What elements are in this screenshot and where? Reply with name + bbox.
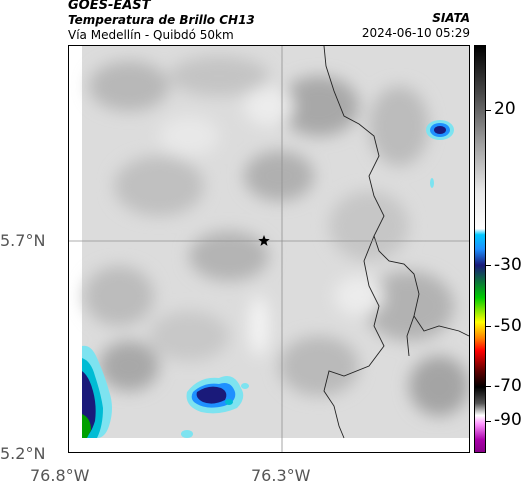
title-block: GOES-EAST Temperatura de Brillo CH13 Vía…: [68, 0, 255, 43]
satellite-map[interactable]: [68, 45, 470, 453]
colorbar-tick: [486, 265, 491, 266]
colorbar-label-minus70: -70: [494, 376, 522, 396]
colorbar-tick: [486, 386, 491, 387]
colorbar-label-20: 20: [494, 99, 516, 119]
colorbar-label-minus50: -50: [494, 316, 522, 336]
satellite-name: GOES-EAST: [68, 0, 151, 13]
timestamp: 2024-06-10 05:29: [361, 26, 470, 40]
latitude-label-5-2: 5.2°N: [0, 444, 46, 463]
department-border: [323, 46, 469, 439]
location-subtitle: Vía Medellín - Quibdó 50km: [68, 28, 234, 42]
colorbar-tick: [486, 110, 491, 111]
colorbar-label-minus90: -90: [494, 410, 522, 430]
product-title: Temperatura de Brillo CH13: [68, 13, 255, 27]
colorbar-tick: [486, 421, 491, 422]
cold-cloud-top-nw: [426, 120, 454, 188]
organization-name: SIATA: [432, 11, 470, 25]
longitude-label-76-3: 76.3°W: [251, 466, 311, 485]
colorbar-tick: [486, 326, 491, 327]
cloud-texture: [84, 56, 469, 416]
latitude-label-5-7: 5.7°N: [0, 231, 46, 250]
star-icon: [258, 235, 270, 246]
meta-block: SIATA 2024-06-10 05:29: [362, 11, 470, 41]
colorbar: [474, 45, 486, 453]
longitude-label-76-8: 76.8°W: [30, 466, 90, 485]
colorbar-label-minus30: -30: [494, 255, 522, 275]
cold-cloud-top-sw: [82, 345, 112, 438]
cold-cloud-top-central: [181, 375, 249, 438]
brightness-temperature-field: [69, 46, 469, 452]
